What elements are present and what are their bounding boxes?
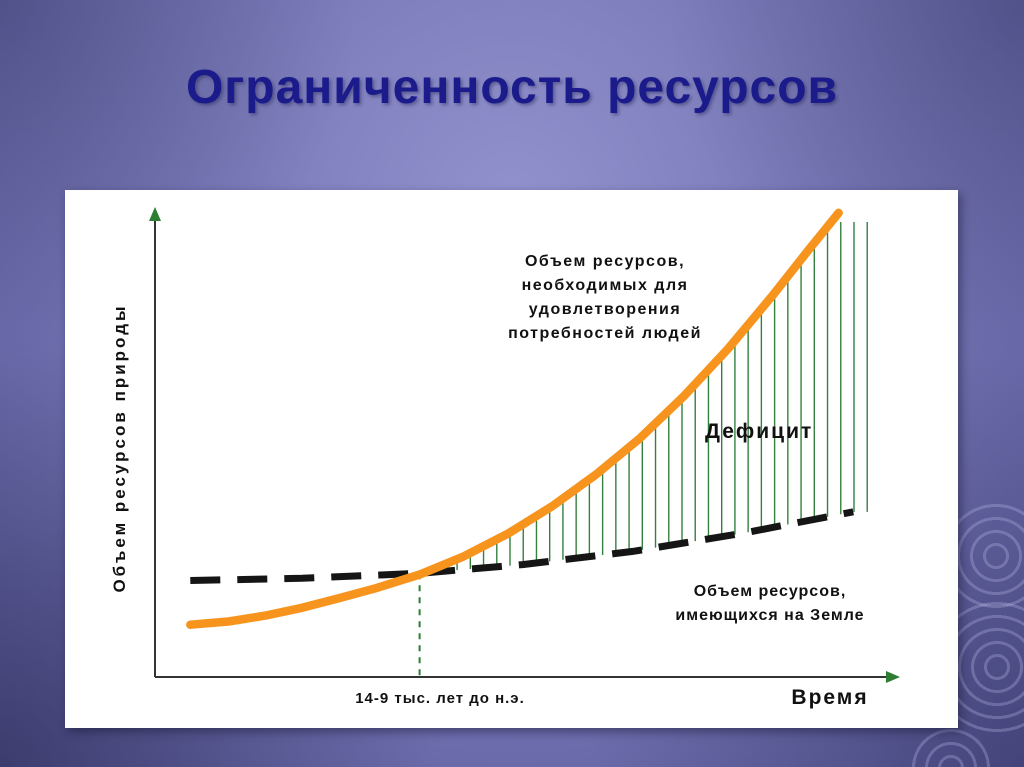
x-axis-label: Время (791, 686, 869, 709)
demand-curve-label: Объем ресурсов, необходимых для удовлетв… (508, 253, 702, 342)
y-axis-label: Объем ресурсов природы (110, 303, 129, 593)
deficit-label: Дефицит (705, 420, 814, 443)
chart-area: Объем ресурсов природы Объем ресурсов, н… (65, 190, 958, 728)
chart-plot (149, 207, 900, 683)
x-axis-tick-label: 14-9 тыс. лет до н.э. (355, 690, 525, 707)
slide-title: Ограниченность ресурсов (185, 61, 839, 114)
supply-line-label: Объем ресурсов, имеющихся на Земле (675, 583, 865, 624)
